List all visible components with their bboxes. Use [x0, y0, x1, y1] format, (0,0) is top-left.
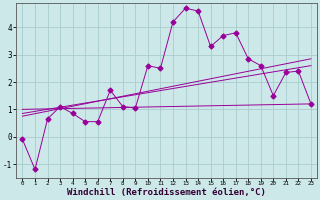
- X-axis label: Windchill (Refroidissement éolien,°C): Windchill (Refroidissement éolien,°C): [67, 188, 266, 197]
